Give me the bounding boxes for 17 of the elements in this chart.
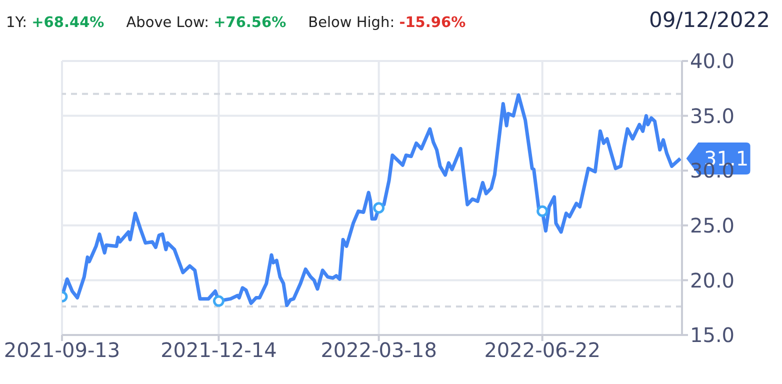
text: Above Low: +76.56% [126,15,286,31]
x-tick-label: 2022-03-18 [320,338,437,362]
x-tick-label: 2022-06-22 [484,338,600,362]
x-tick-label: 2021-12-14 [160,338,277,362]
point [373,202,385,214]
y-tick-label: 20.0 [690,268,735,292]
y-tick-label: 40.0 [690,49,735,74]
y-tick-label: 25.0 [690,214,735,238]
line-series [62,93,682,308]
point [212,295,224,307]
point [536,205,548,217]
text: 09/12/2022 [648,8,770,32]
text: Below High: -15.96% [308,15,466,31]
y-tick-label: 35.0 [690,104,735,128]
text: 1Y: +68.44% [6,15,104,31]
y-tick-label: 15.0 [690,323,735,348]
x-tick-label: 2021-09-13 [4,338,120,362]
